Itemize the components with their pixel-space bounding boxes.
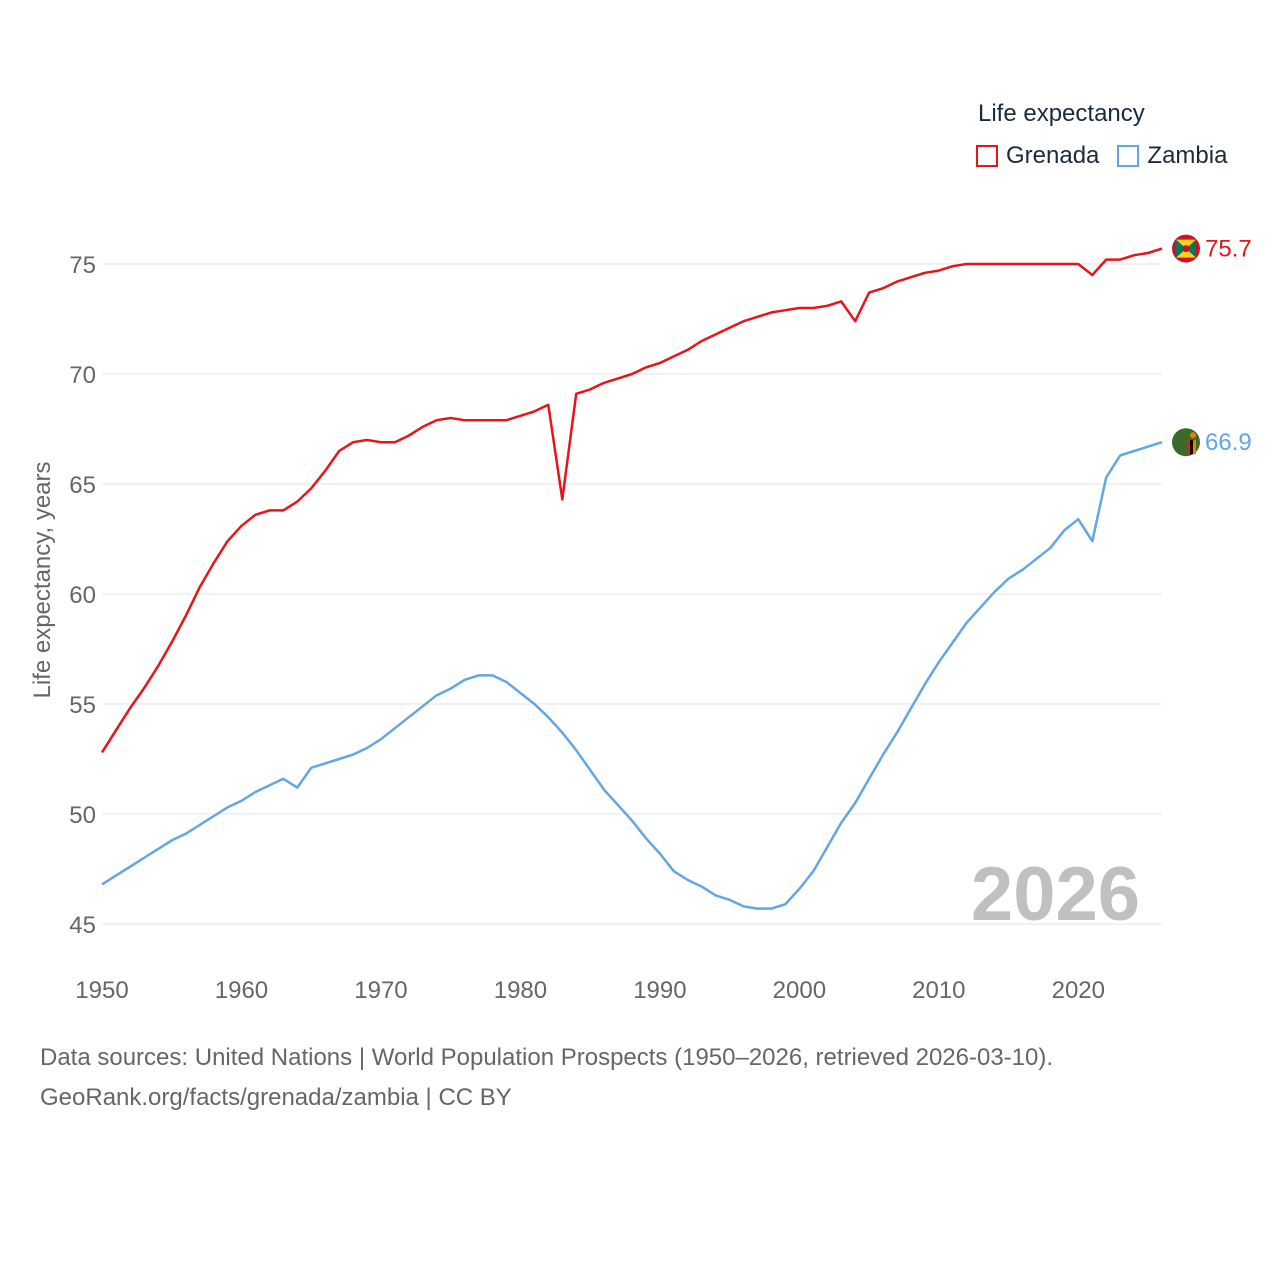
y-tick-label: 65 (69, 472, 96, 499)
legend: Grenada Zambia (976, 142, 1245, 170)
y-tick-label: 70 (69, 362, 96, 389)
zambia-flag-icon (1172, 428, 1200, 457)
x-tick-label: 1990 (633, 977, 686, 1004)
legend-item-zambia[interactable]: Zambia (1117, 142, 1227, 170)
legend-swatch-grenada (976, 145, 998, 167)
x-tick-label: 2010 (912, 977, 965, 1004)
y-tick-label: 50 (69, 802, 96, 829)
data-sources-note: Data sources: United Nations | World Pop… (40, 1044, 1054, 1071)
y-axis-label: Life expectancy, years (29, 461, 56, 698)
y-tick-label: 75 (69, 252, 96, 279)
x-tick-label: 2020 (1052, 977, 1105, 1004)
x-tick-label: 1950 (75, 977, 128, 1004)
attribution-link[interactable]: GeoRank.org/facts/grenada/zambia | CC BY (40, 1084, 512, 1111)
grenada-end-value: 75.7 (1205, 236, 1252, 263)
grid-lines (102, 263, 1162, 925)
series-line-zambia[interactable] (101, 441, 1163, 910)
legend-swatch-zambia (1117, 145, 1140, 167)
x-axis-ticks: 1950 1960 1970 1980 1990 2000 2010 2020 (75, 977, 1105, 1004)
y-tick-label: 55 (69, 692, 96, 719)
year-watermark: 2026 (971, 852, 1140, 937)
x-tick-label: 1970 (354, 977, 407, 1004)
zambia-end-value: 66.9 (1205, 429, 1252, 456)
end-markers: 75.7 66.9 (1172, 234, 1252, 457)
series (100, 247, 1163, 910)
legend-label-grenada: Grenada (1006, 142, 1100, 169)
legend-title: Life expectancy (978, 100, 1145, 127)
x-tick-label: 1980 (494, 977, 547, 1004)
y-tick-label: 60 (69, 582, 96, 609)
y-axis-ticks: 45 50 55 60 65 70 75 (69, 252, 96, 939)
y-tick-label: 45 (69, 912, 96, 939)
grenada-flag-icon (1172, 234, 1200, 263)
x-tick-label: 2000 (773, 977, 826, 1004)
legend-item-grenada[interactable]: Grenada (976, 142, 1099, 170)
x-tick-label: 1960 (215, 977, 268, 1004)
series-line-grenada[interactable] (100, 247, 1163, 754)
legend-label-zambia: Zambia (1147, 142, 1228, 169)
